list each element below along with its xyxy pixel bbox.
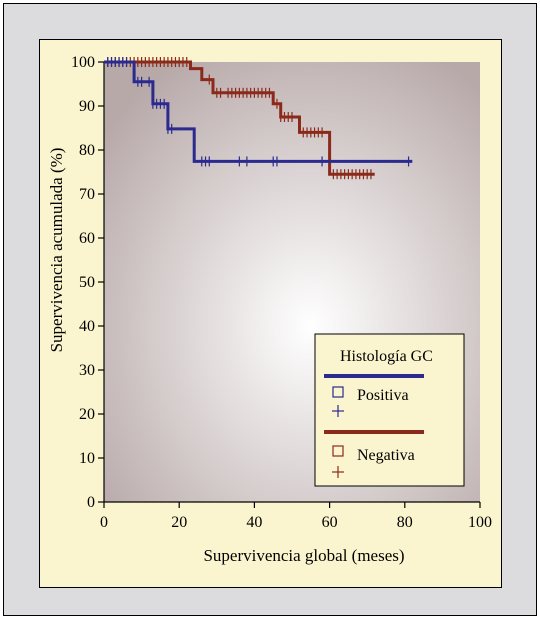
y-tick-label: 90 xyxy=(79,98,95,115)
series-layer xyxy=(104,57,413,180)
x-axis-title: Supervivencia global (meses) xyxy=(203,546,404,565)
y-tick-label: 80 xyxy=(79,142,95,159)
y-tick-label: 70 xyxy=(79,186,95,203)
y-tick-label: 50 xyxy=(79,274,95,291)
axes: 0 20 40 60 80 100 0 10 20 30 40 50 60 70 80 90 100 xyxy=(71,54,492,531)
y-tick-label: 60 xyxy=(79,230,95,247)
legend-marker-positiva xyxy=(332,386,344,398)
y-axis-title: Supervivencia acumulada (%) xyxy=(47,148,66,353)
legend-cross-positiva xyxy=(332,405,344,417)
legend: Histología GC Positiva Negativa xyxy=(314,333,465,487)
x-tick-label: 80 xyxy=(397,514,413,531)
legend-label-positiva: Positiva xyxy=(357,387,409,404)
y-tick-label: 10 xyxy=(79,450,95,467)
legend-box xyxy=(314,333,465,487)
legend-title: Histología GC xyxy=(340,348,433,365)
legend-cross-negativa xyxy=(332,466,344,478)
y-tick-label: 0 xyxy=(87,494,95,511)
y-tick-label: 30 xyxy=(79,362,95,379)
x-tick-label: 60 xyxy=(322,514,338,531)
y-tick-label: 100 xyxy=(71,54,95,71)
x-tick-label: 100 xyxy=(468,514,492,531)
x-tick-label: 40 xyxy=(246,514,262,531)
y-tick-label: 40 xyxy=(79,318,95,335)
legend-marker-negativa xyxy=(332,445,344,457)
legend-label-negativa: Negativa xyxy=(357,447,415,464)
x-tick-label: 20 xyxy=(171,514,187,531)
y-tick-label: 20 xyxy=(79,406,95,423)
x-tick-label: 0 xyxy=(100,514,108,531)
